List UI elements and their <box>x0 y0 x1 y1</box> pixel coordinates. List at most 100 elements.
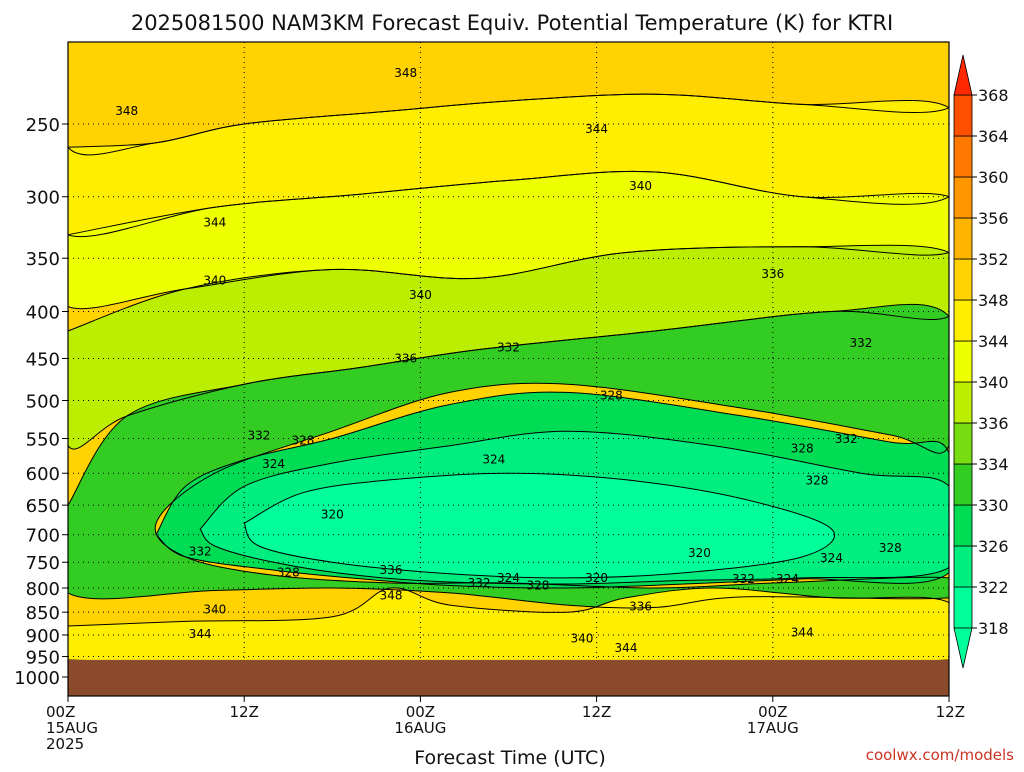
y-tick-label: 950 <box>26 648 60 669</box>
contour-label: 332 <box>732 572 755 586</box>
contour-label: 324 <box>820 551 843 565</box>
contour-label: 320 <box>321 507 344 521</box>
colorbar-label: 330 <box>978 496 1009 515</box>
contour-label: 344 <box>585 122 608 136</box>
contour-label: 328 <box>526 579 549 593</box>
contour-label: 332 <box>497 341 520 355</box>
below-ground-mask <box>68 659 949 696</box>
pressure-axis: 2503003504004505005506006507007508008509… <box>14 115 68 689</box>
contour-label: 328 <box>600 389 623 403</box>
colorbar-swatch-352 <box>953 217 973 260</box>
y-tick-label: 1000 <box>14 668 60 689</box>
x-tick-label: 00Z <box>758 703 787 721</box>
x-tick-label: 15AUG <box>46 719 98 737</box>
x-tick-label: 16AUG <box>394 719 446 737</box>
x-tick-label: 17AUG <box>747 719 799 737</box>
contour-label: 332 <box>189 545 212 559</box>
colorbar-swatch-340 <box>953 340 973 383</box>
colorbar-max-arrow <box>953 54 973 96</box>
colorbar-swatch-318 <box>953 586 973 629</box>
contour-label: 336 <box>761 267 784 281</box>
contour-label: 344 <box>615 641 638 655</box>
x-tick-label: 00Z <box>406 703 435 721</box>
y-tick-label: 600 <box>26 464 60 485</box>
colorbar-label: 340 <box>978 373 1009 392</box>
colorbar-label: 318 <box>978 619 1009 638</box>
y-tick-label: 550 <box>26 430 60 451</box>
colorbar: 318 322 326 330 334 336 340 344 348 352 356 360 364 3… <box>953 54 1009 669</box>
y-tick-label: 650 <box>26 496 60 517</box>
contour-label: 332 <box>835 432 858 446</box>
y-tick-label: 850 <box>26 603 60 624</box>
theta-e-band-340 <box>68 171 949 309</box>
colorbar-swatch-336 <box>953 381 973 424</box>
colorbar-swatch-364 <box>953 94 973 137</box>
theta-e-band-320 <box>244 473 835 578</box>
colorbar-label: 322 <box>978 578 1009 597</box>
contour-line-320 <box>243 472 835 579</box>
plot-area: 348 348 344 344 340 340 340 336 336 332 332 328 332 3… <box>68 42 949 696</box>
colorbar-label: 356 <box>978 209 1009 228</box>
contour-label: 328 <box>805 474 828 488</box>
chart-title: 2025081500 NAM3KM Forecast Equiv. Potent… <box>131 11 893 35</box>
contour-label: 344 <box>203 216 226 230</box>
colorbar-min-arrow <box>953 627 973 669</box>
contour-label: 344 <box>791 626 814 640</box>
contour-line-324 <box>199 430 949 585</box>
y-tick-label: 400 <box>26 303 60 324</box>
contour-label: 324 <box>497 571 520 585</box>
contour-label: 332 <box>247 429 270 443</box>
theta-e-band-332 <box>68 304 949 608</box>
colorbar-swatch-360 <box>953 135 973 178</box>
colorbar-label: 326 <box>978 537 1009 556</box>
contour-label: 328 <box>791 442 814 456</box>
x-tick-label: 00Z <box>46 703 75 721</box>
y-tick-label: 350 <box>26 249 60 270</box>
contour-label: 336 <box>629 600 652 614</box>
y-tick-label: 300 <box>26 188 60 209</box>
y-tick-label: 750 <box>26 553 60 574</box>
contour-label: 340 <box>629 179 652 193</box>
contour-line-332 <box>68 303 949 609</box>
colorbar-label: 364 <box>978 127 1009 146</box>
contour-label: 348 <box>394 66 417 80</box>
plot-frame <box>67 41 950 697</box>
theta-e-bands <box>68 42 949 667</box>
y-tick-label: 700 <box>26 526 60 547</box>
contour-lines <box>68 42 949 609</box>
x-axis-label: Forecast Time (UTC) <box>414 747 605 768</box>
contour-label: 340 <box>203 273 226 287</box>
colorbar-label: 336 <box>978 414 1009 433</box>
contour-label: 320 <box>585 571 608 585</box>
x-tick-label: 12Z <box>230 703 259 721</box>
contour-label: 328 <box>879 541 902 555</box>
y-tick-label: 450 <box>26 350 60 371</box>
colorbar-label: 360 <box>978 168 1009 187</box>
contour-label: 348 <box>115 104 138 118</box>
theta-e-band-344 <box>68 94 949 237</box>
x-tick-label: 12Z <box>582 703 611 721</box>
contour-label: 340 <box>570 632 593 646</box>
contour-labels: 348 348 344 344 340 340 340 336 336 332 332 328 332 3… <box>115 66 902 655</box>
contour-label: 340 <box>203 602 226 616</box>
x-tick-label: 2025 <box>46 735 84 753</box>
contour-line-328 <box>155 391 949 589</box>
contour-label: 336 <box>380 563 403 577</box>
colorbar-label: 352 <box>978 250 1009 269</box>
contour-label: 324 <box>262 457 285 471</box>
contour-label: 324 <box>776 572 799 586</box>
colorbar-label: 368 <box>978 86 1009 105</box>
contour-label: 344 <box>189 627 212 641</box>
contour-label: 336 <box>394 352 417 366</box>
colorbar-label: 344 <box>978 332 1009 351</box>
colorbar-swatch-356 <box>953 176 973 219</box>
contour-label: 324 <box>482 453 505 467</box>
y-tick-label: 900 <box>26 626 60 647</box>
colorbar-label: 348 <box>978 291 1009 310</box>
colorbar-swatch-344 <box>953 299 973 342</box>
contour-label: 328 <box>291 434 314 448</box>
contour-label: 340 <box>409 288 432 302</box>
contour-label: 320 <box>688 546 711 560</box>
